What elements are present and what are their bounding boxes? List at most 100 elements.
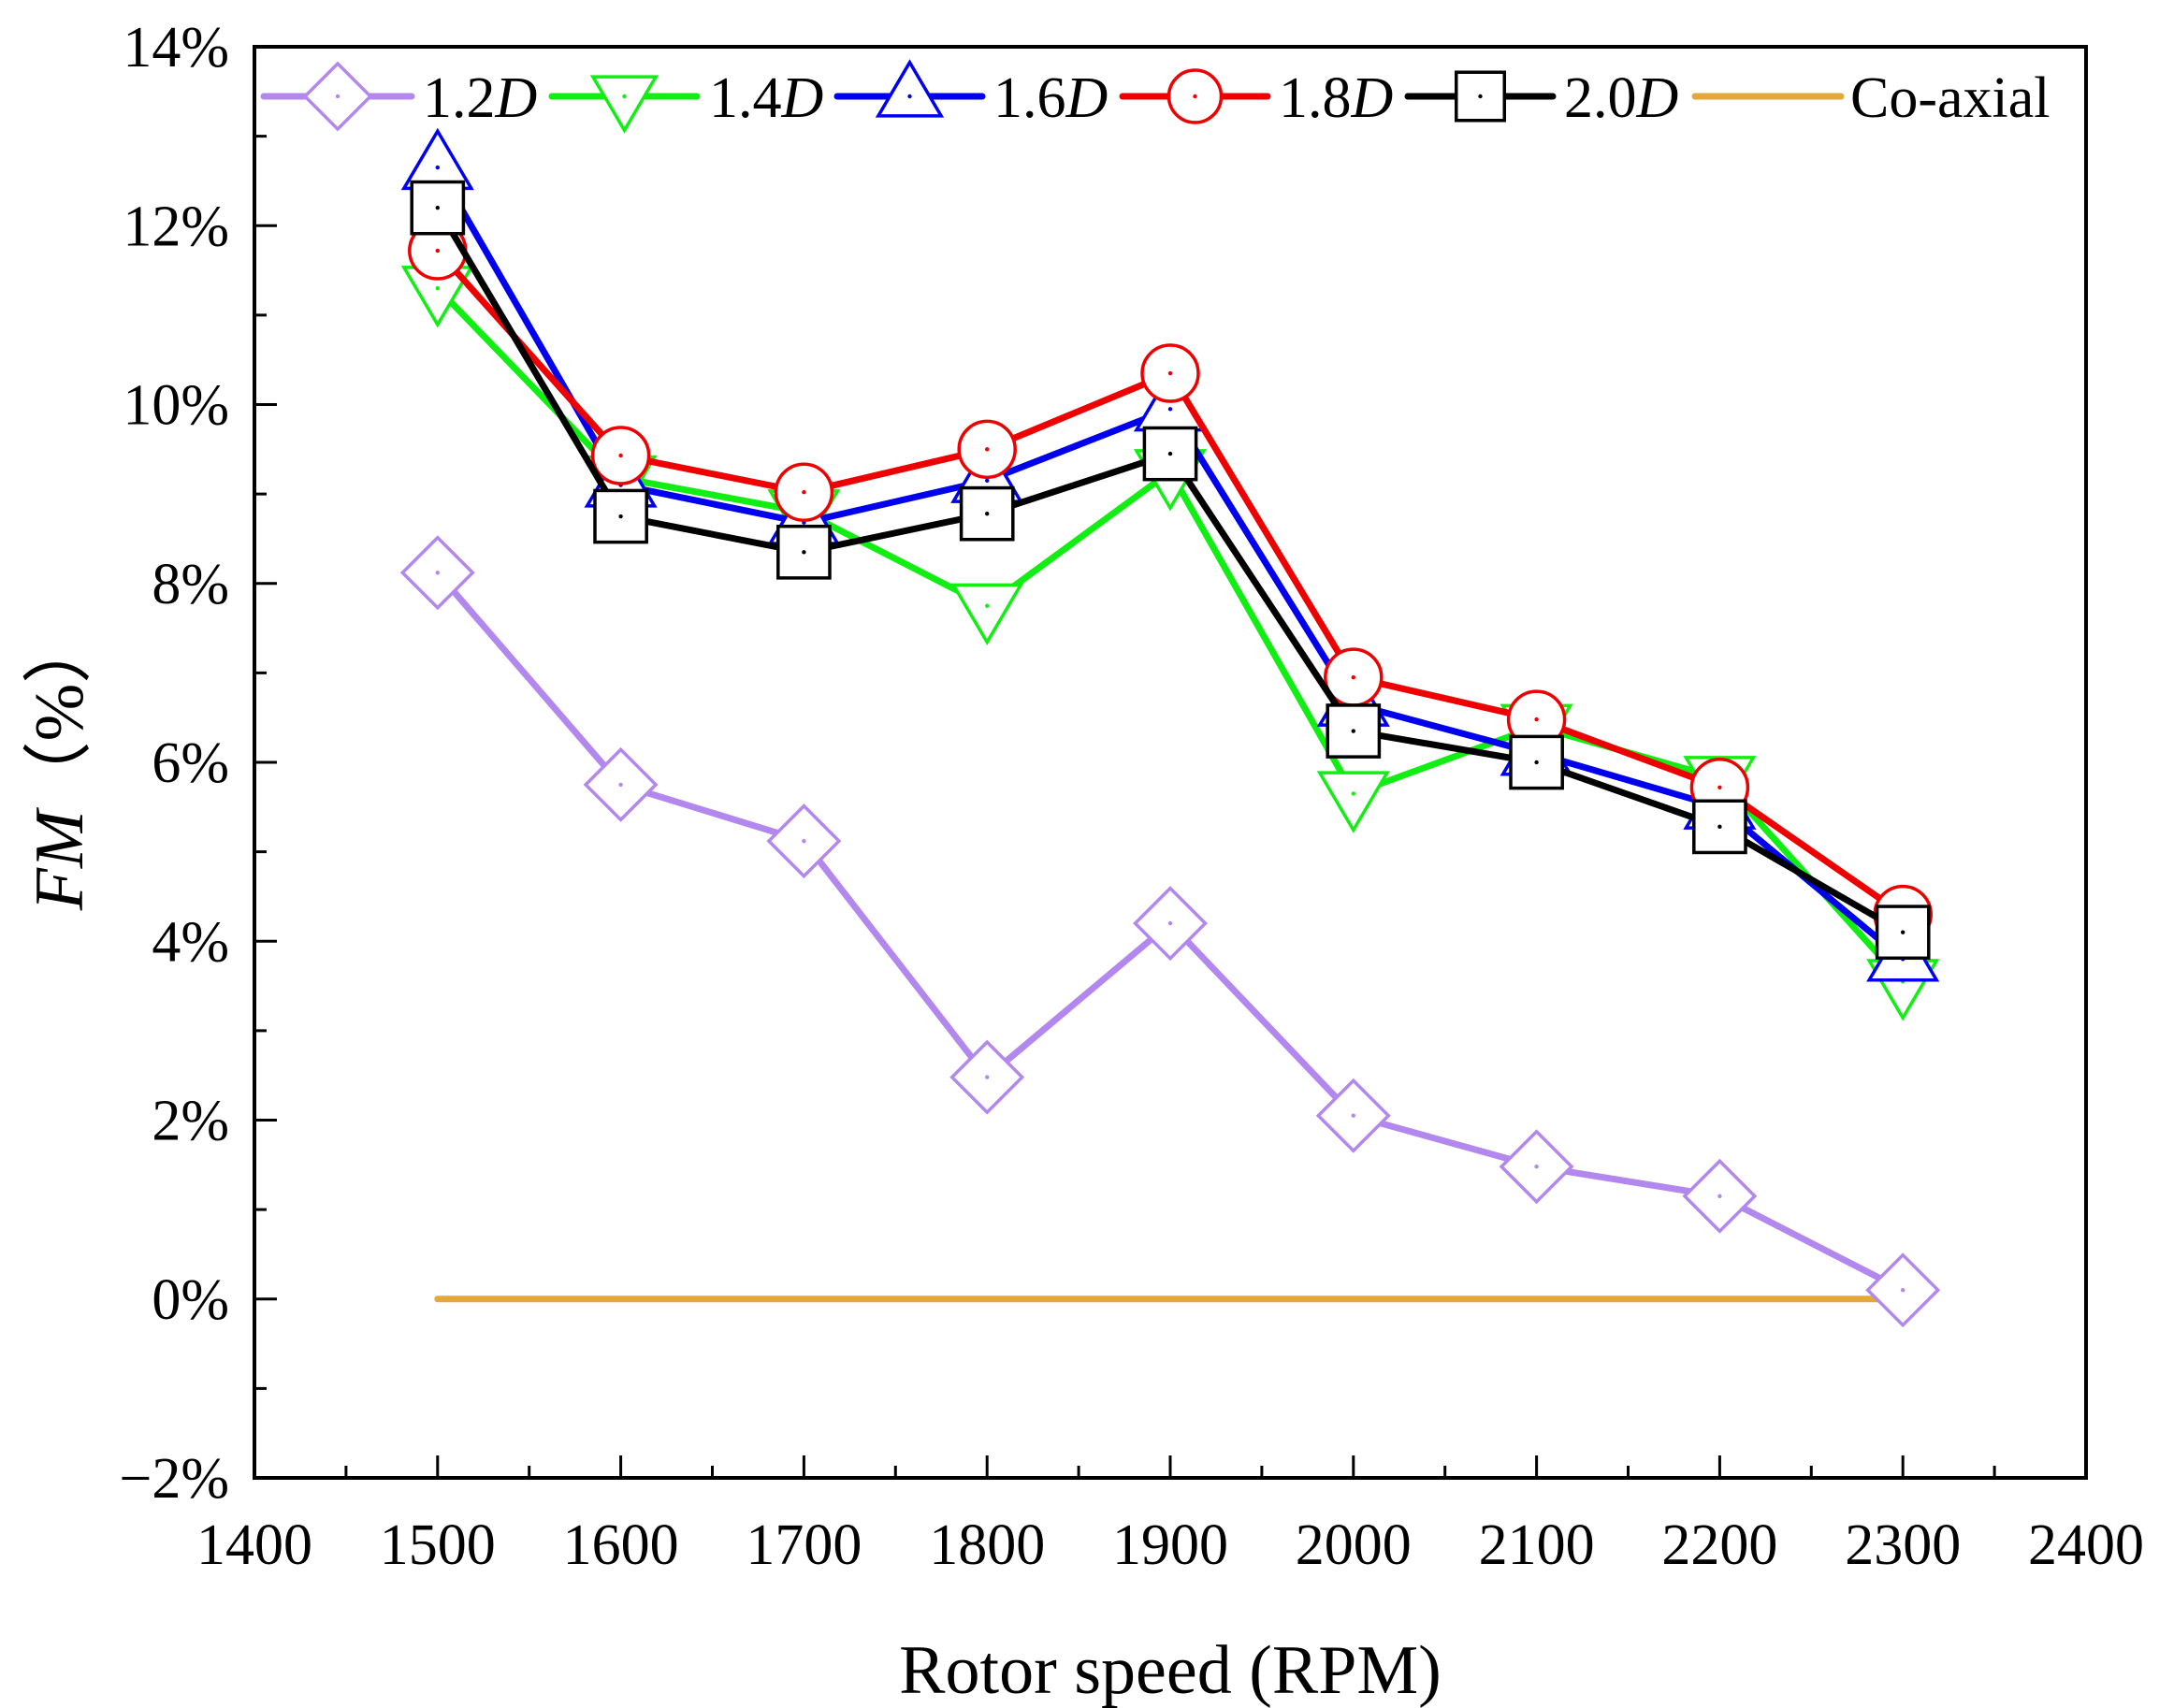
- data-point-1-2d: [766, 803, 842, 879]
- data-point-1-8d: [957, 419, 1017, 480]
- legend-label-italic: D: [495, 66, 538, 130]
- data-point-2-0d-dot: [618, 514, 623, 519]
- data-point-1-2d: [949, 1039, 1025, 1115]
- legend-label-main: 1.2: [423, 66, 496, 130]
- data-point-1-4d-shape: [1316, 771, 1390, 833]
- data-point-2-0d: [959, 485, 1015, 542]
- data-point-2-0d: [410, 180, 466, 236]
- x-tick-label: 1500: [380, 1513, 496, 1577]
- legend-label-italic: D: [1351, 66, 1394, 130]
- y-tick-label: 10%: [123, 374, 229, 438]
- data-point-2-0d-dot: [985, 511, 990, 516]
- legend-label-main: Co-axial: [1850, 66, 2050, 130]
- data-point-1-2d-dot: [1534, 1165, 1539, 1169]
- legend-label-co-axial: Co-axial: [1850, 66, 2050, 130]
- data-point-2-0d: [776, 524, 832, 580]
- y-tick-label: −2%: [119, 1447, 229, 1511]
- x-tick-label: 2300: [1845, 1513, 1961, 1577]
- legend-marker-1-6d-shape: [875, 59, 945, 118]
- legend-marker-1-8d-dot: [1193, 94, 1197, 99]
- y-tick-label: 2%: [152, 1090, 229, 1153]
- data-point-1-4d-dot: [1351, 791, 1356, 796]
- data-point-1-6d-dot: [985, 478, 990, 483]
- x-tick-label: 2200: [1661, 1513, 1777, 1577]
- data-point-1-8d-dot: [1717, 785, 1722, 789]
- x-tick-label: 1600: [563, 1513, 679, 1577]
- data-point-1-6d-dot: [1167, 407, 1173, 412]
- legend-label-main: 1.4: [709, 66, 782, 130]
- data-point-1-2d: [1865, 1252, 1941, 1328]
- y-tick-label: 14%: [123, 16, 229, 80]
- legend-label-1-8d: 1.8D: [1279, 66, 1393, 130]
- data-point-2-0d: [1142, 426, 1198, 482]
- legend-item-2-0d: 2.0D: [1404, 66, 1679, 130]
- data-point-1-4d-shape: [950, 583, 1024, 645]
- data-point-1-2d: [1682, 1158, 1758, 1234]
- data-point-1-4d: [1316, 771, 1390, 833]
- y-axis-title-unit: （%）: [22, 615, 98, 811]
- legend-marker-1-8d: [1166, 68, 1224, 124]
- legend-label-italic: D: [781, 66, 824, 130]
- data-point-1-2d-dot: [1167, 920, 1173, 926]
- legend-label-italic: D: [1636, 66, 1679, 130]
- x-tick-label: 1700: [746, 1513, 862, 1577]
- data-point-2-0d-dot: [1717, 824, 1722, 830]
- data-point-1-8d-dot: [802, 490, 806, 495]
- legend-marker-2-0d: [1454, 70, 1507, 123]
- legend-label-1-4d: 1.4D: [709, 66, 823, 130]
- data-point-2-0d-dot: [802, 550, 806, 555]
- legend-marker-1-6d-dot: [907, 94, 912, 99]
- data-point-2-0d-dot: [435, 205, 440, 210]
- data-point-2-0d-dot: [1167, 451, 1173, 456]
- data-point-1-2d: [1133, 886, 1208, 962]
- y-tick-label: 12%: [123, 195, 229, 258]
- legend-label-main: 1.6: [993, 66, 1066, 130]
- data-point-2-0d-dot: [1351, 729, 1356, 733]
- legend-marker-2-0d-dot: [1478, 94, 1483, 99]
- legend-marker-1-2d: [302, 61, 373, 132]
- plot-frame: [253, 45, 2088, 1480]
- x-tick-label: 2400: [2028, 1513, 2144, 1577]
- x-axis-title: Rotor speed (RPM): [899, 1632, 1442, 1708]
- legend-marker-1-4d-dot: [622, 94, 627, 99]
- series-1-2d: [399, 535, 1941, 1328]
- legend-marker-1-4d-shape: [589, 75, 659, 134]
- legend-label-italic: D: [1065, 66, 1108, 130]
- data-point-1-2d-dot: [1717, 1194, 1722, 1198]
- y-axis-title-italic: FM: [22, 806, 98, 911]
- x-tick-label: 1900: [1112, 1513, 1228, 1577]
- data-point-1-8d: [590, 426, 651, 485]
- data-point-2-0d: [1326, 703, 1382, 759]
- legend-label-1-6d: 1.6D: [993, 66, 1108, 130]
- data-point-1-6d-dot: [435, 165, 440, 170]
- data-point-1-8d-dot: [1167, 370, 1173, 376]
- x-tick-label: 2100: [1479, 1513, 1595, 1577]
- x-tick-label: 1800: [929, 1513, 1045, 1577]
- data-point-1-2d-dot: [985, 1075, 990, 1079]
- data-point-2-0d: [593, 488, 648, 544]
- data-point-1-2d-dot: [802, 838, 806, 844]
- y-tick-label: 6%: [152, 731, 229, 795]
- y-tick-label: 4%: [152, 910, 229, 974]
- data-point-1-8d-dot: [1351, 674, 1356, 680]
- data-point-2-0d-dot: [1901, 930, 1905, 934]
- data-point-1-2d-dot: [618, 782, 623, 788]
- data-point-1-4d: [950, 583, 1024, 645]
- y-axis-title: FM（%）: [22, 615, 98, 912]
- data-point-1-4d-dot: [435, 285, 440, 291]
- data-point-1-8d-dot: [618, 453, 623, 458]
- data-point-1-8d-dot: [435, 248, 440, 253]
- data-point-2-0d: [1692, 799, 1747, 855]
- data-point-2-0d: [1875, 905, 1931, 961]
- data-point-2-0d-shape: [1692, 799, 1747, 855]
- data-point-2-0d-dot: [1534, 760, 1539, 765]
- legend-label-main: 2.0: [1564, 66, 1637, 130]
- data-point-1-2d-dot: [1351, 1113, 1356, 1118]
- data-point-1-2d: [583, 746, 659, 822]
- series-2-0d: [410, 180, 1931, 961]
- data-point-1-2d: [399, 535, 475, 611]
- legend-item-1-8d: 1.8D: [1119, 66, 1393, 130]
- data-point-1-2d: [1315, 1078, 1391, 1153]
